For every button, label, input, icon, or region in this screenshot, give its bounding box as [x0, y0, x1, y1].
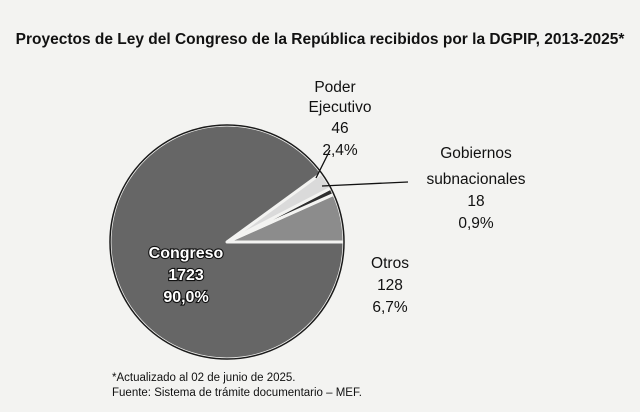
- label-poder-ejecutivo-2: Ejecutivo: [309, 99, 372, 116]
- footnote-source: Fuente: Sistema de trámite documentario …: [112, 387, 362, 399]
- label-otros: Otros: [371, 255, 409, 272]
- footnote-updated: *Actualizado al 02 de junio de 2025.: [112, 372, 296, 384]
- label-gobiernos-1: Gobiernos: [440, 145, 512, 162]
- pie-slice-congreso: [108, 123, 346, 361]
- percent-otros: 6,7%: [372, 299, 408, 316]
- chart-title: Proyectos de Ley del Congreso de la Repú…: [15, 31, 625, 48]
- label-congreso: Congreso: [149, 245, 224, 262]
- pie-outline: [109, 124, 345, 360]
- leader-line-poder-ejecutivo: [315, 149, 331, 179]
- value-gobiernos: 18: [467, 193, 484, 210]
- label-gobiernos-2: subnacionales: [426, 171, 525, 188]
- label-poder-ejecutivo-1: Poder: [314, 79, 355, 96]
- leader-line-gobiernos: [321, 181, 409, 187]
- percent-gobiernos: 0,9%: [458, 215, 494, 232]
- percent-poder-ejecutivo: 2,4%: [322, 142, 358, 159]
- value-otros: 128: [377, 277, 403, 294]
- value-congreso: 1723: [168, 267, 204, 284]
- value-poder-ejecutivo: 46: [331, 120, 348, 137]
- percent-congreso: 90,0%: [163, 289, 208, 306]
